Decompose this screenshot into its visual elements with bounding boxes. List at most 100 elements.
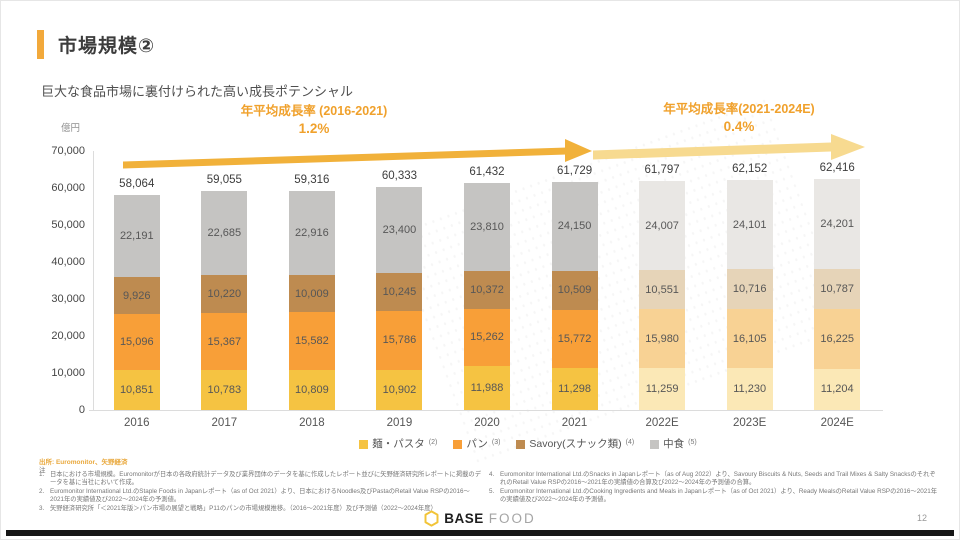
segment-value-label: 11,298	[558, 383, 591, 396]
y-axis-unit-label: 億円	[61, 123, 81, 134]
segment-value-label: 10,783	[207, 384, 242, 397]
footnote: 5. Euromonitor International Ltd.のCooking…	[489, 488, 939, 504]
footnote: 1. 日本における市場規模。Euromonitorが日本の各政府統計データ及び業界…	[39, 471, 483, 487]
bar-segment: 24,150	[551, 181, 598, 271]
footnote-number: 2.	[39, 488, 45, 496]
segment-value-label: 15,582	[295, 335, 329, 348]
bar-segment: 10,245	[376, 273, 423, 312]
logo-text-base: BASE	[444, 511, 484, 526]
footnote-number: 4.	[489, 471, 495, 478]
legend-superscript: (2)	[428, 439, 438, 446]
x-axis-category-label: 2020	[474, 417, 500, 429]
bar-segment: 24,101	[726, 180, 773, 270]
legend-swatch-icon	[650, 440, 660, 449]
footnote: 2. Euromonitor International Ltd.のStaple …	[39, 488, 483, 504]
footnote: 3. 矢野経済研究所「＜2021年版＞パン市場の展望と戦略」P11のパンの市場規模…	[39, 505, 483, 513]
bar-segment: 22,916	[288, 190, 335, 276]
segment-value-label: 10,372	[470, 283, 504, 296]
legend-swatch-icon	[359, 440, 369, 449]
bar-segment: 10,551	[639, 270, 686, 310]
growth-annotation-2016-2021: 年平均成長率 (2016-2021) 1.2%	[194, 102, 434, 138]
bar-segment: 23,400	[376, 186, 423, 274]
bar-segment: 9,926	[113, 277, 160, 314]
footnote: 4. Euromonitor International Ltd.のSnacks …	[489, 471, 939, 487]
bar-segment: 15,772	[551, 309, 598, 369]
x-axis-category-label: 2023E	[733, 417, 767, 429]
bar-total-label: 61,729	[556, 164, 593, 177]
y-axis-line	[93, 151, 94, 411]
legend-item: パン (3)	[453, 438, 500, 451]
x-axis-category-label: 2017	[211, 417, 238, 429]
segment-value-label: 10,245	[382, 286, 417, 299]
segment-value-label: 22,916	[295, 226, 329, 239]
y-axis-tick-label: 20,000	[51, 330, 85, 342]
segment-value-label: 10,551	[645, 283, 679, 296]
chart-legend: 麺・パスタ (2) パン (3) Savory(スナック類) (4) 中食 (5)	[97, 438, 959, 451]
footnote-text: Euromonitor International Ltd.のStaple Fo…	[50, 488, 470, 504]
legend-item: Savory(スナック類) (4)	[516, 438, 634, 451]
footnotes-left-column: 1. 日本における市場規模。Euromonitorが日本の各政府統計データ及び業界…	[39, 471, 483, 514]
segment-value-label: 24,201	[820, 217, 855, 230]
bar-segment: 11,259	[639, 368, 686, 410]
segment-value-label: 15,367	[207, 335, 242, 348]
growth-annotation-2021-2024: 年平均成長率(2021-2024E) 0.4%	[619, 100, 859, 136]
bar-segment: 10,902	[376, 369, 423, 410]
bar-segment: 10,509	[551, 270, 598, 310]
footnote-text: Euromonitor International Ltd.のSnacks in…	[500, 471, 936, 487]
bar-segment: 11,298	[551, 368, 598, 410]
legend-superscript: (4)	[625, 439, 635, 446]
growth-label: 年平均成長率(2021-2024E)	[663, 102, 815, 116]
legend-label: Savory(スナック類)	[529, 438, 622, 450]
bar-segment: 11,230	[726, 368, 773, 410]
bar-segment: 22,685	[201, 191, 248, 276]
segment-value-label: 23,400	[382, 224, 417, 237]
growth-label: 年平均成長率 (2016-2021)	[240, 104, 388, 118]
segment-value-label: 24,007	[645, 219, 679, 232]
segment-value-label: 23,810	[470, 220, 504, 233]
bar-total-label: 60,333	[381, 169, 418, 182]
legend-label: 麺・パスタ	[372, 438, 425, 450]
segment-value-label: 11,204	[820, 383, 854, 396]
segment-value-label: 24,150	[557, 220, 592, 233]
bar-segment: 10,787	[814, 268, 861, 309]
segment-value-label: 16,105	[732, 332, 767, 345]
segment-value-label: 24,101	[732, 218, 767, 231]
bar-segment: 15,096	[113, 313, 160, 370]
segment-value-label: 10,220	[207, 288, 242, 301]
bar-segment: 22,191	[113, 195, 160, 278]
segment-value-label: 15,786	[382, 334, 417, 347]
segment-value-label: 10,851	[119, 383, 154, 396]
footnote-text: 矢野経済研究所「＜2021年版＞パン市場の展望と戦略」P11のパンの市場規模推移…	[50, 505, 437, 513]
source-note: 出所: Euromonitor、矢野経済	[39, 459, 128, 466]
x-axis-category-label: 2019	[386, 417, 413, 429]
bar-segment: 10,009	[288, 275, 335, 313]
segment-value-label: 15,980	[645, 332, 679, 345]
bar-segment: 24,201	[814, 179, 861, 269]
segment-value-label: 10,009	[295, 287, 329, 300]
slide-subtitle: 巨大な食品市場に裏付けられた高い成長ポテンシャル	[41, 84, 354, 99]
notes-heading: 注	[39, 467, 46, 474]
bar-total-label: 58,064	[119, 178, 155, 191]
footnote-number: 5.	[489, 488, 495, 496]
y-axis-tick-label: 0	[78, 404, 85, 416]
legend-label: パン	[466, 438, 488, 450]
segment-value-label: 11,230	[733, 383, 767, 396]
page-title: 市場規模②	[58, 36, 156, 57]
bar-segment: 10,220	[201, 275, 248, 314]
segment-value-label: 9,926	[123, 289, 151, 302]
bar-total-label: 59,055	[206, 174, 242, 187]
segment-value-label: 10,716	[732, 283, 767, 296]
y-axis-tick-label: 50,000	[51, 219, 85, 231]
x-axis-category-label: 2018	[299, 417, 325, 429]
bar-segment: 10,372	[464, 270, 510, 310]
bar-total-label: 61,432	[469, 165, 505, 178]
legend-superscript: (5)	[688, 439, 697, 446]
segment-value-label: 16,225	[820, 332, 855, 345]
bar-segment: 11,988	[464, 365, 510, 410]
bar-segment: 15,980	[639, 309, 686, 369]
footnote-number: 3.	[39, 505, 45, 513]
segment-value-label: 15,096	[119, 335, 154, 348]
segment-value-label: 11,988	[470, 381, 504, 394]
bar-total-label: 61,797	[644, 164, 680, 177]
legend-label: 中食	[663, 438, 685, 450]
